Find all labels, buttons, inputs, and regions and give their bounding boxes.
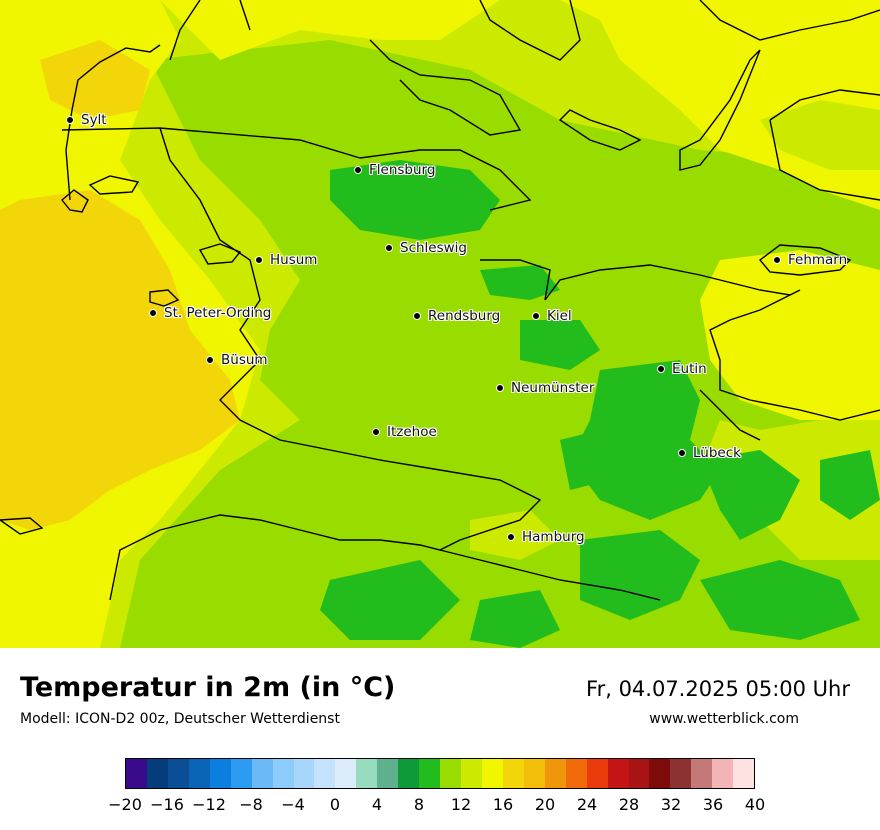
city-marker-st-peter-ording[interactable]: St. Peter-Ording [149,305,271,321]
colorbar-swatch [440,759,461,788]
colorbar-swatch [251,759,273,788]
colorbar-tick-label: 28 [618,795,640,814]
city-dot [496,384,504,392]
colorbar-tick-label: −16 [150,795,184,814]
city-marker-busum[interactable]: Büsum [206,352,268,368]
city-label: Itzehoe [387,424,437,440]
city-dot [657,365,665,373]
colorbar-tick-label: 24 [576,795,598,814]
city-label: St. Peter-Ording [164,305,272,321]
city-marker-neumunster[interactable]: Neumünster [496,380,594,396]
city-marker-itzehoe[interactable]: Itzehoe [372,424,437,440]
colorbar-tick-label: −20 [108,795,142,814]
city-marker-schleswig[interactable]: Schleswig [385,240,467,256]
map-title: Temperatur in 2m (in °C) [20,672,396,703]
city-marker-sylt[interactable]: Sylt [66,112,107,128]
colorbar-swatch [167,759,189,788]
colorbar-tick-label: −4 [281,795,305,814]
colorbar-swatch [733,759,755,788]
city-marker-kiel[interactable]: Kiel [532,308,572,324]
colorbar-swatch [586,759,608,788]
colorbar-tick-label: 20 [534,795,556,814]
colorbar-tick-label: 40 [744,795,766,814]
city-marker-flensburg[interactable]: Flensburg [354,162,435,178]
city-dot [413,312,421,320]
colorbar-swatch [272,759,294,788]
city-label: Neumünster [511,380,595,396]
colorbar-tick-label: 0 [329,795,341,814]
colorbar-swatch [712,759,734,788]
colorbar-swatch [461,759,482,788]
colorbar-tick-label: 16 [492,795,514,814]
city-label: Fehmarn [788,252,848,268]
colorbar-swatch [628,759,650,788]
colorbar-swatch [523,759,545,788]
colorbar-swatch [481,759,503,788]
colorbar-swatch [377,759,399,788]
colorbar-tick-label: 4 [371,795,383,814]
city-label: Eutin [672,361,707,377]
city-label: Flensburg [369,162,436,178]
colorbar-swatch [126,759,147,788]
colorbar-tick-label: −12 [192,795,226,814]
city-marker-husum[interactable]: Husum [255,252,317,268]
colorbar-swatch [398,759,420,788]
city-label: Rendsburg [428,308,501,324]
city-dot [255,256,263,264]
colorbar-swatch [188,759,210,788]
colorbar-swatch [607,759,629,788]
city-dot [532,312,540,320]
colorbar-tick-label: 36 [702,795,724,814]
city-marker-hamburg[interactable]: Hamburg [507,529,585,545]
colorbar-tick-labels: −20 −16 −12 −8 −4 0 4 8 12 16 20 24 28 32 36 40 [0,795,880,815]
city-marker-eutin[interactable]: Eutin [657,361,707,377]
colorbar-tick-label: 8 [413,795,425,814]
forecast-datetime: Fr, 04.07.2025 05:00 Uhr [586,677,850,701]
colorbar-tick-label: −8 [239,795,263,814]
city-dot [372,428,380,436]
city-dot [206,356,214,364]
colorbar-swatch [314,759,336,788]
colorbar-swatch [335,759,357,788]
city-marker-fehmarn[interactable]: Fehmarn [773,252,847,268]
colorbar-swatch [691,759,713,788]
colorbar-swatch [209,759,231,788]
city-dot [149,309,157,317]
colorbar-swatch [356,759,378,788]
colorbar-tick-label: 32 [660,795,682,814]
city-label: Kiel [547,308,572,324]
colorbar-swatch [419,759,441,788]
colorbar-swatch [230,759,252,788]
city-dot [385,244,393,252]
city-dot [507,533,515,541]
colorbar-swatch [649,759,671,788]
city-label: Husum [270,252,318,268]
city-dot [678,449,686,457]
city-dot [354,166,362,174]
colorbar-swatch [502,759,524,788]
temperature-field [0,0,880,648]
model-info: Modell: ICON-D2 00z, Deutscher Wetterdie… [20,711,340,727]
temperature-colorbar [125,758,755,789]
city-label: Lübeck [693,445,741,461]
colorbar-swatch [293,759,315,788]
city-marker-lubeck[interactable]: Lübeck [678,445,741,461]
city-label: Schleswig [400,240,467,256]
colorbar-swatch [565,759,587,788]
city-label: Sylt [81,112,107,128]
colorbar-swatch [146,759,168,788]
colorbar-tick-label: 12 [450,795,472,814]
temperature-map[interactable]: Sylt Flensburg Schleswig Husum Fehmarn S… [0,0,880,648]
colorbar-swatch [544,759,566,788]
city-marker-rendsburg[interactable]: Rendsburg [413,308,500,324]
city-label: Hamburg [522,529,585,545]
city-dot [773,256,781,264]
city-label: Büsum [221,352,268,368]
colorbar-swatch [670,759,692,788]
city-dot [66,116,74,124]
website-link[interactable]: www.wetterblick.com [649,711,799,727]
